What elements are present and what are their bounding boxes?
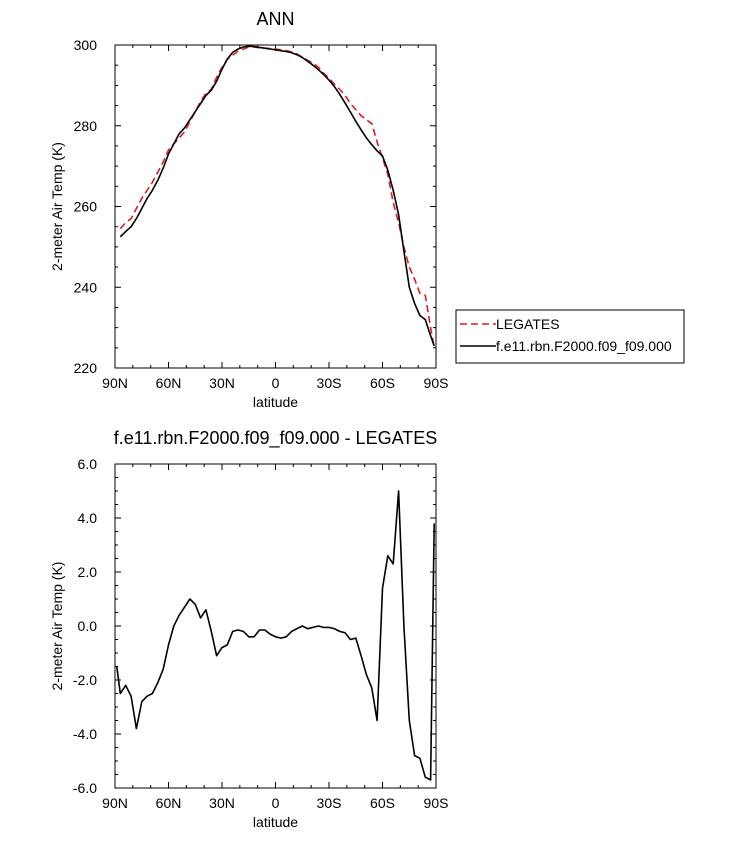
y-tick-label: -4.0 [73,726,97,742]
chart-title: f.e11.rbn.F2000.f09_f09.000 - LEGATES [114,428,438,449]
x-tick-label: 60S [370,375,395,391]
x-tick-label: 90N [102,795,128,811]
x-tick-label: 90S [424,795,449,811]
plot-frame [114,463,437,789]
series-line-1 [116,490,435,781]
y-tick-label: 2.0 [78,564,98,580]
x-axis-label: latitude [253,394,298,410]
chart-panel-1: 90N 60N 30N 0 30S 60S 90S 220 240 260 280 300 ANN lat… [49,9,685,410]
x-tick-label: 90S [424,375,449,391]
legend: LEGATES f.e11.rbn.F2000.f09_f09.000 [455,309,685,364]
x-tick-label: 30N [209,375,235,391]
y-tick-label: -2.0 [73,672,97,688]
y-axis-label: 2-meter Air Temp (K) [49,562,65,691]
x-tick-label: 0 [272,795,280,811]
legend-label-2: f.e11.rbn.F2000.f09_f09.000 [496,338,672,354]
legend-label-1: LEGATES [496,316,560,332]
y-tick-label: 4.0 [78,510,98,526]
x-tick-label: 30N [209,795,235,811]
chart-title: ANN [256,9,294,29]
chart-panel-2: 90N 60N 30N 0 30S 60S 90S -6.0 -4.0 -2.0 0.0 2.0 4.0… [49,428,448,830]
y-tick-label: 280 [74,118,98,134]
y-tick-label: 220 [74,360,98,376]
series-line-1 [119,46,435,348]
y-tick-label: 300 [74,37,98,53]
y-tick-label: 240 [74,279,98,295]
y-axis-label: 2-meter Air Temp (K) [49,142,65,271]
x-tick-label: 60S [370,795,395,811]
x-tick-label: 30S [317,375,342,391]
x-tick-label: 0 [272,375,280,391]
x-tick-label: 60N [156,375,182,391]
y-tick-label: 0.0 [78,618,98,634]
legend-box [455,309,685,364]
plot-frame [114,44,437,369]
x-tick-label: 90N [102,375,128,391]
x-tick-label: 60N [156,795,182,811]
y-tick-label: -6.0 [73,780,97,796]
x-tick-label: 30S [317,795,342,811]
series-line-2 [119,45,435,347]
y-tick-label: 6.0 [78,456,98,472]
x-axis-label: latitude [253,814,298,830]
y-tick-label: 260 [74,199,98,215]
